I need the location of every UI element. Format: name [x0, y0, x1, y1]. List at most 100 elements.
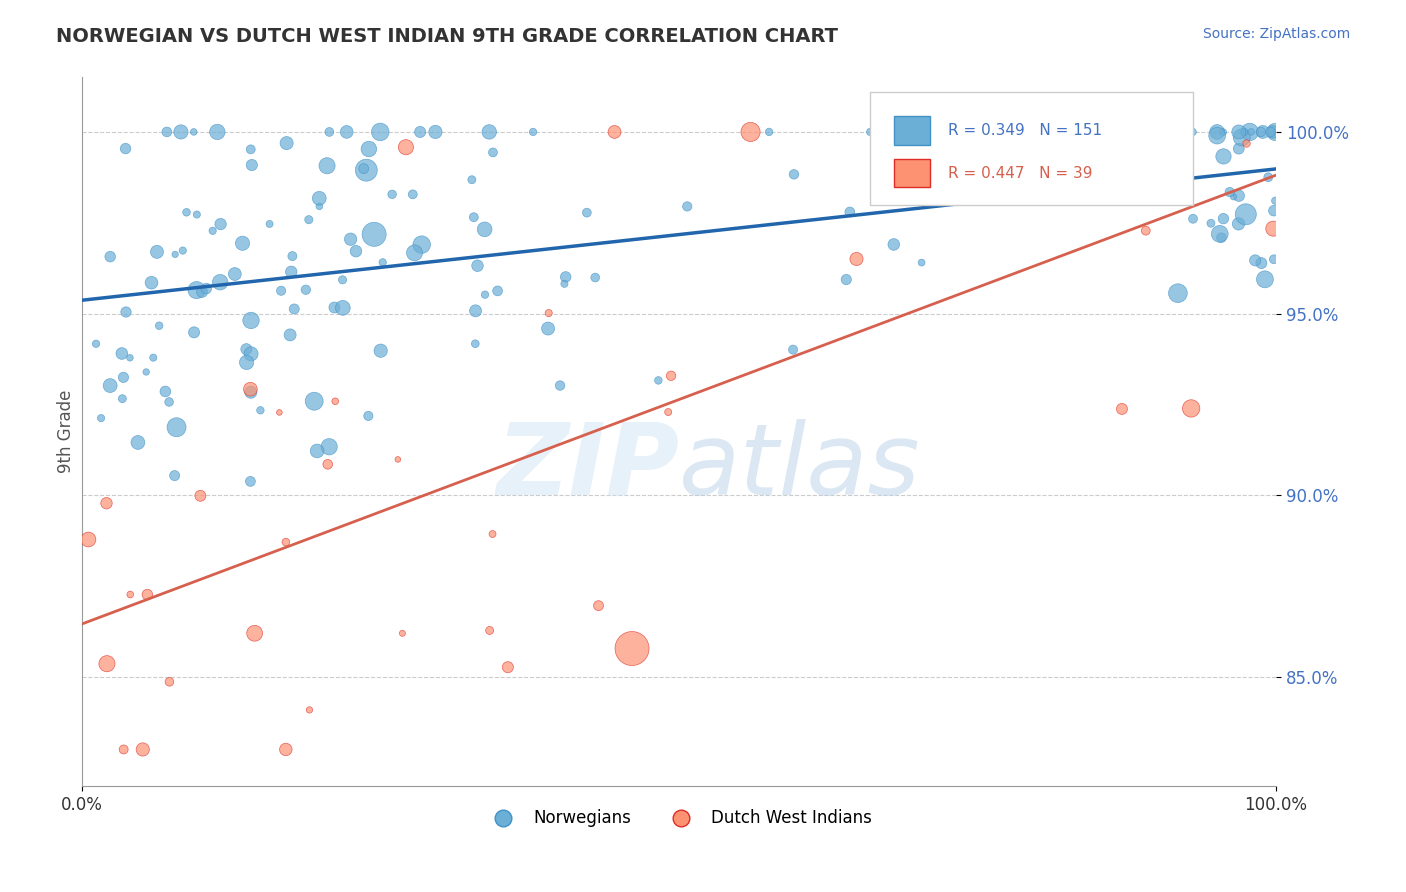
Point	[395, 140, 418, 154]
Point	[910, 255, 932, 269]
Point	[308, 199, 330, 213]
Point	[132, 742, 155, 756]
Point	[96, 496, 118, 510]
Point	[332, 301, 354, 315]
Point	[353, 161, 375, 176]
Point	[1116, 125, 1139, 139]
Bar	[894, 159, 929, 187]
Point	[235, 342, 257, 356]
Point	[90, 411, 112, 425]
Point	[201, 224, 224, 238]
Point	[307, 444, 329, 458]
Point	[111, 392, 134, 406]
Point	[1090, 153, 1112, 168]
Point	[240, 313, 263, 327]
Point	[363, 227, 385, 242]
Point	[486, 284, 509, 298]
Point	[1121, 140, 1143, 154]
Text: R = 0.447   N = 39: R = 0.447 N = 39	[948, 166, 1092, 180]
Point	[1135, 224, 1157, 238]
Point	[190, 489, 212, 503]
Point	[239, 475, 262, 489]
Point	[1222, 190, 1244, 204]
Point	[357, 142, 380, 156]
Text: ZIP: ZIP	[496, 418, 679, 516]
Point	[659, 368, 682, 383]
Point	[176, 205, 198, 219]
Point	[1121, 149, 1143, 163]
Point	[1234, 207, 1257, 221]
Point	[209, 275, 232, 289]
Point	[141, 276, 163, 290]
Point	[381, 187, 404, 202]
Point	[156, 125, 179, 139]
Point	[344, 244, 367, 259]
Point	[1132, 125, 1154, 139]
Point	[1230, 130, 1253, 145]
Bar	[894, 116, 929, 145]
Text: atlas: atlas	[679, 418, 921, 516]
Point	[464, 336, 486, 351]
Point	[112, 370, 135, 384]
Point	[537, 321, 560, 335]
Point	[278, 327, 301, 342]
Point	[969, 125, 991, 139]
Point	[298, 703, 321, 717]
Legend: Norwegians, Dutch West Indians: Norwegians, Dutch West Indians	[479, 803, 879, 834]
Point	[280, 265, 302, 279]
Point	[157, 395, 180, 409]
Point	[676, 199, 699, 213]
Point	[332, 273, 354, 287]
Point	[464, 303, 486, 318]
Point	[1264, 125, 1286, 139]
Point	[588, 599, 610, 613]
Point	[657, 405, 679, 419]
Point	[240, 347, 263, 361]
Point	[249, 403, 271, 417]
Point	[478, 624, 501, 638]
Point	[647, 373, 669, 387]
Point	[1233, 125, 1256, 139]
Point	[274, 742, 297, 756]
Point	[239, 385, 262, 400]
Point	[243, 626, 266, 640]
Point	[1263, 203, 1285, 218]
Point	[548, 378, 571, 392]
Point	[283, 301, 305, 316]
Point	[183, 125, 205, 139]
Point	[1264, 194, 1286, 208]
Point	[1182, 211, 1205, 226]
Point	[977, 125, 1000, 139]
Point	[96, 657, 118, 671]
Point	[1227, 217, 1250, 231]
Point	[402, 187, 425, 202]
Point	[835, 272, 858, 286]
Point	[554, 269, 576, 284]
Point	[1250, 256, 1272, 270]
Point	[186, 283, 208, 297]
Point	[1129, 125, 1152, 139]
Point	[859, 125, 882, 139]
Point	[387, 452, 409, 467]
Point	[240, 158, 263, 172]
Point	[758, 125, 780, 139]
Point	[298, 212, 321, 227]
Point	[336, 125, 359, 139]
Point	[235, 355, 257, 369]
Point	[474, 222, 496, 236]
Point	[1212, 211, 1234, 226]
Point	[463, 211, 485, 225]
Point	[318, 440, 340, 454]
Point	[496, 660, 519, 674]
Point	[207, 125, 229, 139]
Point	[316, 159, 339, 173]
Point	[461, 172, 484, 186]
Point	[883, 237, 905, 252]
Point	[1181, 125, 1204, 139]
Point	[165, 247, 187, 261]
Point	[166, 420, 188, 434]
Point	[474, 287, 496, 301]
Point	[239, 142, 262, 156]
Point	[148, 318, 170, 333]
Point	[1212, 149, 1234, 163]
